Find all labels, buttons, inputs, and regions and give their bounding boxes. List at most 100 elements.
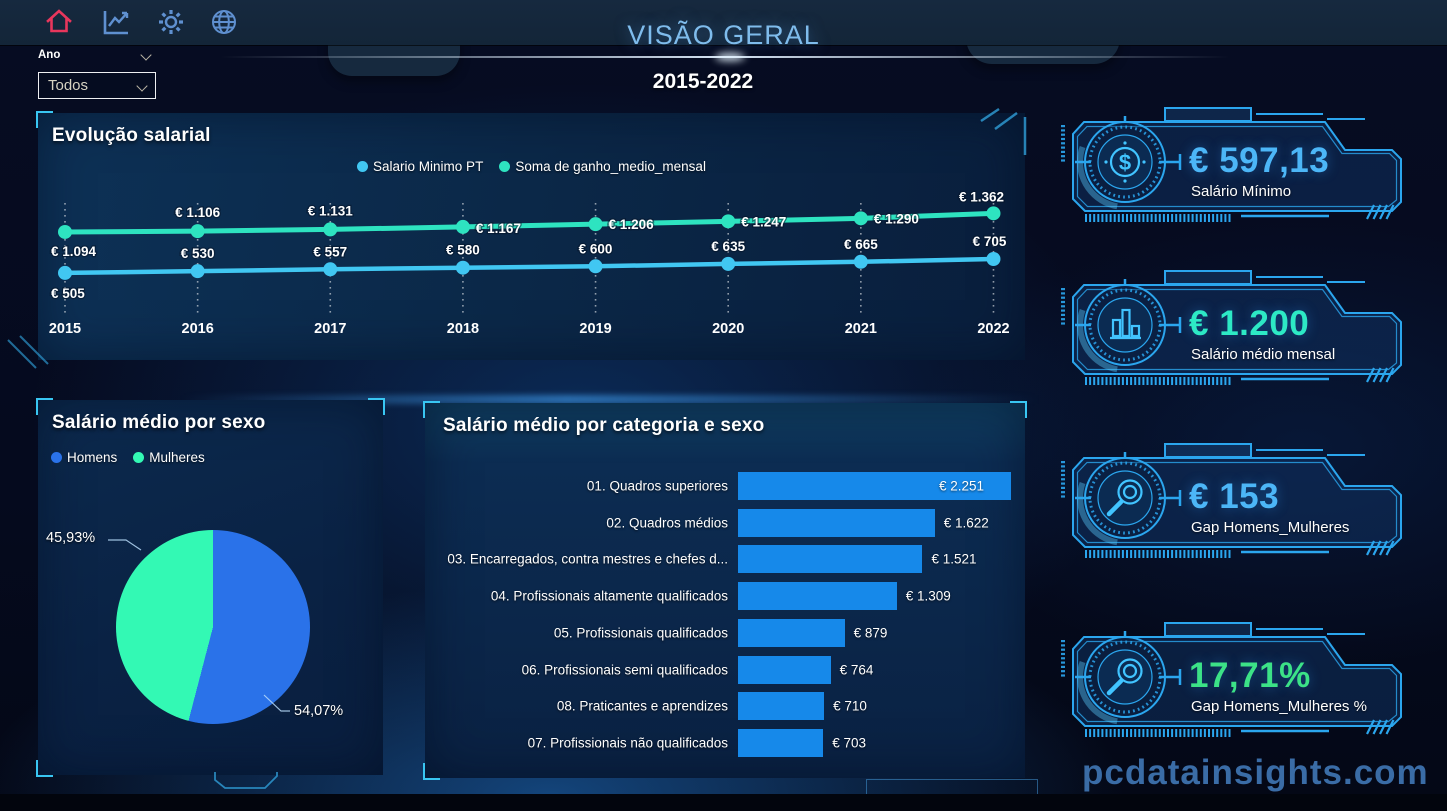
legend-label: Mulheres	[149, 450, 205, 465]
kpi-frame: $	[1061, 107, 1402, 222]
panel-salario-por-sexo: Salário médio por sexo Homens Mulheres 4…	[36, 398, 385, 777]
data-point[interactable]	[190, 264, 205, 279]
legend-item-salario-minimo[interactable]: Salario Minimo PT	[357, 159, 483, 174]
kpi-label: Salário Mínimo	[1191, 183, 1292, 200]
x-axis-label: 2020	[712, 321, 744, 337]
kpi-value: € 153	[1189, 477, 1280, 516]
kpi-label: Gap Homens_Mulheres	[1191, 519, 1350, 536]
gear-icon[interactable]	[156, 7, 186, 37]
data-point[interactable]	[721, 256, 736, 271]
bar[interactable]	[738, 618, 845, 647]
data-point[interactable]	[986, 252, 1001, 267]
corner-bracket	[36, 398, 53, 415]
corner-bracket	[36, 760, 53, 777]
kpi-card-2: € 1.200 Salário médio mensal	[1061, 258, 1408, 410]
data-point[interactable]	[323, 222, 338, 237]
x-axis-label: 2017	[314, 321, 346, 337]
dollar-coin-icon: $	[1104, 141, 1146, 183]
bar-value-label: € 879	[853, 625, 888, 641]
kpi-card-4: 17,71% Gap Homens_Mulheres %	[1061, 610, 1408, 762]
bar-value-label: € 764	[839, 662, 874, 677]
legend-item-ganho-medio[interactable]: Soma de ganho_medio_mensal	[499, 159, 706, 174]
data-label: € 1.094	[51, 244, 97, 259]
bar[interactable]	[738, 545, 923, 574]
data-point[interactable]	[58, 224, 72, 239]
data-point[interactable]	[58, 265, 72, 280]
bar[interactable]	[738, 582, 897, 611]
data-point[interactable]	[455, 219, 470, 234]
data-label: € 505	[51, 286, 85, 301]
data-label: € 1.206	[609, 217, 655, 232]
page-subtitle: 2015-2022	[652, 70, 754, 93]
bar[interactable]	[738, 472, 1011, 500]
data-point[interactable]	[853, 211, 868, 226]
page-title: VISÃO GERAL	[627, 20, 820, 50]
panel-evolucao-salarial: Evolução salarial Salario Minimo PT Soma…	[36, 107, 1027, 360]
bar[interactable]	[738, 508, 935, 537]
bar[interactable]	[738, 728, 824, 757]
year-dropdown-value: Todos	[48, 77, 89, 94]
kpi-frame	[1061, 270, 1402, 385]
bar-value-label: € 703	[832, 735, 867, 751]
legend-label: Salario Minimo PT	[373, 159, 484, 174]
bar-category-label: 02. Quadros médios	[606, 515, 728, 531]
magnifier-icon	[1106, 658, 1143, 696]
bar-value-label: € 1.309	[905, 588, 951, 604]
kpi-value: € 597,13	[1189, 141, 1330, 180]
line-series	[62, 256, 996, 276]
data-label: € 530	[181, 246, 215, 261]
legend-label: Soma de ganho_medio_mensal	[515, 159, 706, 174]
legend-item-homens[interactable]: Homens	[51, 450, 117, 465]
pie-label-mulheres: 45,93%	[46, 530, 96, 546]
data-point[interactable]	[721, 214, 736, 229]
bar[interactable]	[738, 692, 825, 721]
bar-row: 05. Profissionais qualificados € 879	[425, 618, 1025, 647]
legend-dot-icon	[499, 161, 511, 172]
corner-bracket	[1010, 401, 1027, 418]
bar-value-label: € 2.251	[939, 478, 985, 494]
corner-bracket	[423, 401, 440, 418]
data-label: € 1.106	[175, 205, 221, 220]
slicer-title: Ano	[38, 49, 61, 61]
kpi-card-1: $ € 597,13 Salário Mínimo	[1061, 95, 1408, 247]
bar[interactable]	[738, 655, 831, 684]
bar-row: 03. Encarregados, contra mestres e chefe…	[425, 545, 1025, 574]
x-axis-label: 2021	[845, 321, 877, 337]
data-point[interactable]	[588, 217, 603, 232]
chevron-down-icon	[136, 79, 148, 92]
data-point[interactable]	[853, 254, 868, 269]
kpi-card-3: € 153 Gap Homens_Mulheres	[1061, 431, 1408, 583]
x-axis-label: 2019	[579, 321, 611, 337]
bar-row: 07. Profissionais não qualificados € 703	[425, 728, 1025, 757]
magnifier-icon	[1106, 479, 1143, 517]
data-point[interactable]	[986, 206, 1001, 221]
corner-bracket	[368, 398, 385, 415]
data-point[interactable]	[190, 224, 205, 239]
x-axis-label: 2018	[447, 321, 479, 337]
data-label: € 1.131	[308, 203, 354, 218]
globe-icon[interactable]	[209, 7, 239, 37]
pie-chart-title: Salário médio por sexo	[52, 412, 266, 433]
slicer-collapse-chevron-icon[interactable]	[140, 49, 152, 61]
legend-item-mulheres[interactable]: Mulheres	[133, 450, 205, 465]
year-dropdown[interactable]: Todos	[38, 72, 156, 99]
data-point[interactable]	[588, 259, 603, 274]
line-chart-icon[interactable]	[101, 7, 131, 37]
corner-bracket	[36, 111, 53, 128]
pie-chart[interactable]	[116, 530, 310, 724]
data-label: € 1.167	[476, 221, 521, 236]
bar-row: 01. Quadros superiores € 2.251	[425, 472, 1025, 500]
bar-value-label: € 1.521	[931, 551, 977, 567]
data-label: € 705	[973, 234, 1007, 249]
x-axis-label: 2016	[182, 321, 214, 337]
data-label: € 1.247	[741, 214, 786, 229]
data-point[interactable]	[455, 260, 470, 275]
home-icon[interactable]	[44, 7, 74, 37]
data-point[interactable]	[323, 262, 338, 277]
svg-text:$: $	[1119, 150, 1131, 175]
legend-dot-icon	[357, 161, 369, 172]
watermark: pcdatainsights.com	[1082, 753, 1429, 792]
bar-category-label: 06. Profissionais semi qualificados	[521, 662, 728, 677]
kpi-value: € 1.200	[1189, 304, 1310, 343]
bar-category-label: 08. Praticantes e aprendizes	[556, 698, 728, 714]
